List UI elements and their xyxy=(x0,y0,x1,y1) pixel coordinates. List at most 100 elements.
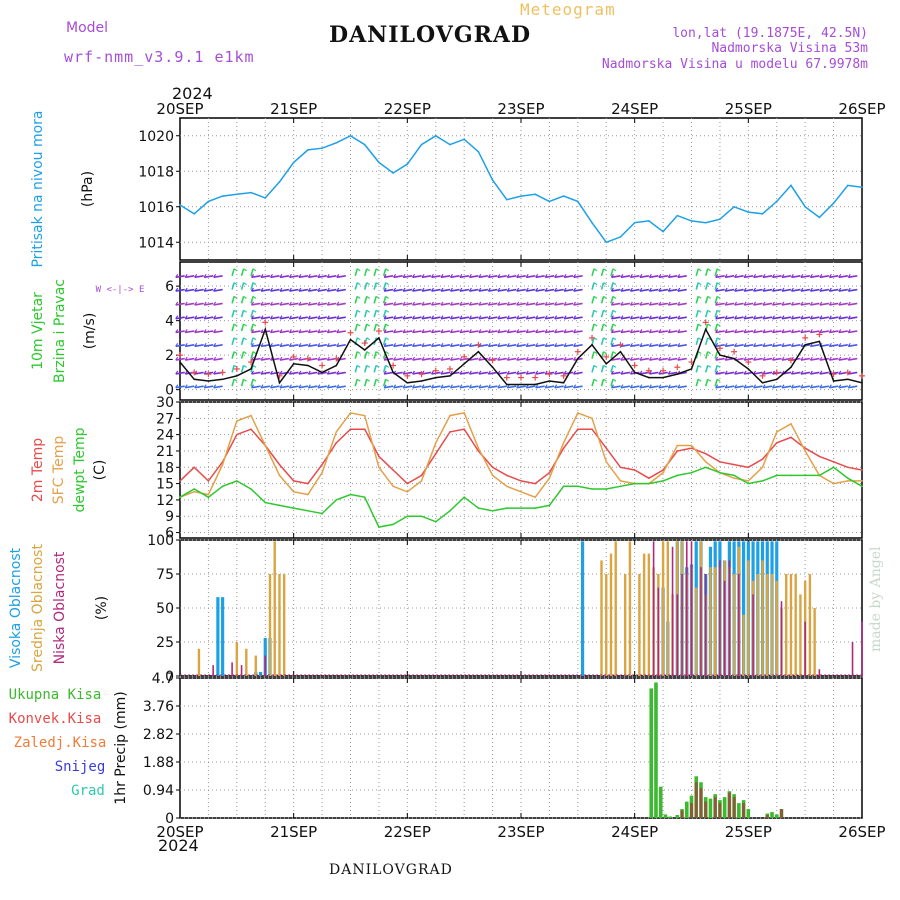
wind-arrow-head xyxy=(307,329,311,333)
wind-arrow xyxy=(658,316,668,320)
wind-arrow xyxy=(469,357,479,361)
wind-arrow xyxy=(695,365,700,373)
wind-arrow-head xyxy=(487,287,491,292)
wind-arrow xyxy=(204,330,214,334)
wind-arrow xyxy=(488,385,498,389)
wind-arrow xyxy=(591,296,595,304)
wind-arrow xyxy=(459,344,470,348)
wind-arrow xyxy=(194,371,204,375)
wind-arrow xyxy=(535,316,545,320)
bar-4-0 xyxy=(684,801,689,818)
wind-arrow-head xyxy=(288,329,292,333)
wind-arrow-head xyxy=(412,384,416,389)
wind-arrow-head xyxy=(639,301,643,306)
wind-arrow xyxy=(260,275,271,279)
wind-arrow-head xyxy=(603,337,607,341)
wind-arrow xyxy=(421,357,432,361)
wind-arrow xyxy=(279,275,290,279)
wind-arrow-head xyxy=(753,356,757,361)
wind-arrow xyxy=(336,357,346,361)
wind-arrow-head xyxy=(603,351,607,355)
wind-arrow-head xyxy=(375,282,380,286)
wind-arrow-head xyxy=(819,370,823,375)
bar-4-1 xyxy=(680,810,684,818)
wind-arrow-head xyxy=(430,315,434,320)
wind-arrow-head xyxy=(724,329,728,333)
wind-arrow-head xyxy=(497,273,501,278)
year-label-top: 2024 xyxy=(172,84,213,103)
wind-arrow xyxy=(743,330,754,334)
wind-arrow xyxy=(251,302,261,306)
wind-arrow-head xyxy=(847,329,851,333)
data-point xyxy=(193,213,196,215)
wind-arrow-head xyxy=(563,329,567,333)
data-point xyxy=(434,376,437,379)
wind-arrow-head xyxy=(819,384,823,389)
wind-arrow xyxy=(762,330,773,334)
wind-arrow xyxy=(668,275,678,279)
data-point xyxy=(562,195,565,197)
data-point xyxy=(292,507,295,509)
wind-arrow-head xyxy=(707,295,712,299)
wind-arrow-head xyxy=(639,370,643,375)
wind-arrow-head xyxy=(213,301,217,306)
wind-arrow xyxy=(810,330,820,334)
bar-3-1 xyxy=(245,648,248,676)
wind-arrow-head xyxy=(648,287,652,292)
wind-arrow xyxy=(382,378,387,387)
bar-3-2 xyxy=(723,580,726,676)
data-point xyxy=(804,474,806,477)
wind-arrow-head xyxy=(563,287,567,292)
wind-arrow xyxy=(838,385,848,389)
wind-arrow xyxy=(810,357,820,361)
data-point xyxy=(662,230,664,233)
data-point xyxy=(349,134,352,137)
wind-arrow xyxy=(734,330,744,334)
data-point xyxy=(861,480,863,482)
wind-arrow xyxy=(260,357,271,361)
wind-arrow-head xyxy=(487,301,491,306)
wind-arrow xyxy=(563,316,574,320)
data-point xyxy=(534,507,537,509)
wind-arrow xyxy=(383,344,394,348)
wind-arrow-head xyxy=(809,329,813,333)
y-axis-label: dewpt Temp xyxy=(72,427,88,512)
wind-arrow-head xyxy=(317,329,321,333)
data-point xyxy=(193,490,196,493)
wind-arrow xyxy=(526,371,536,375)
wind-arrow xyxy=(743,288,754,292)
wind-arrow xyxy=(600,268,605,277)
wind-arrow xyxy=(630,330,640,334)
wind-arrow xyxy=(762,344,773,348)
bar-3-2 xyxy=(240,665,243,676)
data-point xyxy=(733,357,735,360)
wind-arrow-head xyxy=(449,342,453,347)
wind-arrow xyxy=(497,275,507,279)
wind-arrow xyxy=(781,385,792,389)
wind-arrow xyxy=(610,282,614,290)
wind-arrow xyxy=(231,296,235,304)
wind-arrow xyxy=(611,302,621,306)
wind-arrow-head xyxy=(753,329,757,333)
wind-arrow-head xyxy=(385,295,389,299)
data-point xyxy=(250,414,252,417)
wind-arrow-head xyxy=(260,329,264,333)
data-point xyxy=(278,381,281,384)
bar-3-1 xyxy=(609,553,613,676)
wind-arrow xyxy=(231,351,235,359)
wind-arrow-head xyxy=(288,384,292,389)
wind-arrow-head xyxy=(838,342,842,347)
wind-arrow xyxy=(327,344,337,348)
wind-arrow xyxy=(630,302,640,306)
data-point xyxy=(790,184,792,187)
wind-arrow xyxy=(393,302,403,306)
wind-arrow-head xyxy=(243,282,247,286)
bar-3-2 xyxy=(818,669,821,676)
wind-arrow-head xyxy=(677,384,681,389)
wind-arrow xyxy=(317,316,327,320)
wind-arrow xyxy=(440,288,451,292)
wind-arrow xyxy=(668,288,678,292)
wind-arrow-head xyxy=(743,287,747,292)
wind-arrow xyxy=(658,288,668,292)
